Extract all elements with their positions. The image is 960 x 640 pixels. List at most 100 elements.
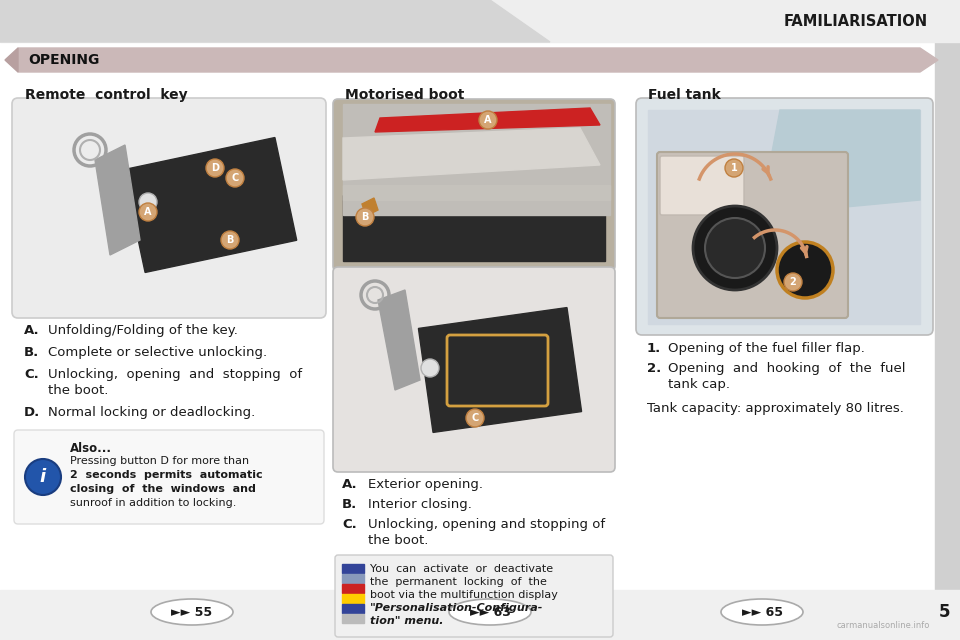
FancyBboxPatch shape xyxy=(335,555,613,637)
Text: 2  seconds  permits  automatic: 2 seconds permits automatic xyxy=(70,470,263,480)
Text: Also...: Also... xyxy=(70,442,112,455)
Polygon shape xyxy=(123,138,297,273)
Text: Complete or selective unlocking.: Complete or selective unlocking. xyxy=(48,346,267,359)
Text: ►► 65: ►► 65 xyxy=(741,605,782,618)
Text: Tank capacity: approximately 80 litres.: Tank capacity: approximately 80 litres. xyxy=(647,402,904,415)
Text: Remote  control  key: Remote control key xyxy=(25,88,187,102)
Text: Opening of the fuel filler flap.: Opening of the fuel filler flap. xyxy=(668,342,865,355)
Circle shape xyxy=(479,111,497,129)
Polygon shape xyxy=(419,308,582,433)
Polygon shape xyxy=(0,0,550,42)
FancyBboxPatch shape xyxy=(660,156,744,215)
Text: FAMILIARISATION: FAMILIARISATION xyxy=(784,13,928,29)
Circle shape xyxy=(784,273,802,291)
Polygon shape xyxy=(648,110,920,324)
Text: Exterior opening.: Exterior opening. xyxy=(368,478,483,491)
Polygon shape xyxy=(362,198,378,216)
Text: C: C xyxy=(231,173,239,183)
Text: "Personalisation-Configura-: "Personalisation-Configura- xyxy=(370,603,543,613)
Text: D.: D. xyxy=(24,406,40,419)
Text: B: B xyxy=(227,235,233,245)
Text: C.: C. xyxy=(342,518,357,531)
Bar xyxy=(342,564,364,573)
Text: the  permanent  locking  of  the: the permanent locking of the xyxy=(370,577,547,587)
Text: Unlocking, opening and stopping of: Unlocking, opening and stopping of xyxy=(368,518,605,531)
Text: C.: C. xyxy=(24,368,38,381)
Text: carmanualsonline.info: carmanualsonline.info xyxy=(836,621,930,630)
Text: Pressing button D for more than: Pressing button D for more than xyxy=(70,456,250,466)
Text: You  can  activate  or  deactivate: You can activate or deactivate xyxy=(370,564,553,574)
Text: 1.: 1. xyxy=(647,342,661,355)
Text: 2.: 2. xyxy=(647,362,661,375)
Circle shape xyxy=(356,208,374,226)
Text: A.: A. xyxy=(24,324,39,337)
Text: Unfolding/Folding of the key.: Unfolding/Folding of the key. xyxy=(48,324,238,337)
Bar xyxy=(935,0,960,640)
Polygon shape xyxy=(95,145,140,255)
Bar xyxy=(342,584,364,593)
FancyBboxPatch shape xyxy=(636,98,933,335)
Text: closing  of  the  windows  and: closing of the windows and xyxy=(70,484,256,494)
Text: D: D xyxy=(211,163,219,173)
Text: B.: B. xyxy=(24,346,39,359)
FancyBboxPatch shape xyxy=(333,99,615,271)
Circle shape xyxy=(139,203,157,221)
Text: Opening  and  hooking  of  the  fuel: Opening and hooking of the fuel xyxy=(668,362,905,375)
Text: tank cap.: tank cap. xyxy=(668,378,730,391)
Circle shape xyxy=(693,206,777,290)
Polygon shape xyxy=(378,290,420,390)
Circle shape xyxy=(777,242,833,298)
Text: tion" menu.: tion" menu. xyxy=(370,616,444,626)
Text: 2: 2 xyxy=(790,277,797,287)
Text: the boot.: the boot. xyxy=(48,384,108,397)
Text: OPENING: OPENING xyxy=(28,53,100,67)
Text: ►► 55: ►► 55 xyxy=(172,605,212,618)
Circle shape xyxy=(226,169,244,187)
Bar xyxy=(342,594,364,603)
Text: 5: 5 xyxy=(938,603,949,621)
Text: boot via the multifunction display: boot via the multifunction display xyxy=(370,590,558,600)
Text: C: C xyxy=(471,413,479,423)
FancyBboxPatch shape xyxy=(14,430,324,524)
Text: B: B xyxy=(361,212,369,222)
FancyBboxPatch shape xyxy=(333,267,615,472)
Text: 1: 1 xyxy=(731,163,737,173)
Text: Interior closing.: Interior closing. xyxy=(368,498,472,511)
Polygon shape xyxy=(18,48,938,72)
Polygon shape xyxy=(375,108,600,132)
Polygon shape xyxy=(5,48,18,72)
Text: A: A xyxy=(144,207,152,217)
Polygon shape xyxy=(343,128,600,180)
Polygon shape xyxy=(343,185,610,200)
FancyBboxPatch shape xyxy=(12,98,326,318)
Circle shape xyxy=(421,359,439,377)
Text: Unlocking,  opening  and  stopping  of: Unlocking, opening and stopping of xyxy=(48,368,302,381)
Circle shape xyxy=(705,218,765,278)
Text: ►► 63: ►► 63 xyxy=(469,605,511,618)
Bar xyxy=(342,614,364,623)
FancyBboxPatch shape xyxy=(657,152,848,318)
Text: A.: A. xyxy=(342,478,358,491)
Bar xyxy=(343,195,605,261)
Circle shape xyxy=(466,409,484,427)
Text: the boot.: the boot. xyxy=(368,534,428,547)
Ellipse shape xyxy=(449,599,531,625)
Ellipse shape xyxy=(721,599,803,625)
Bar xyxy=(342,574,364,583)
Circle shape xyxy=(221,231,239,249)
Text: i: i xyxy=(40,468,46,486)
Text: A: A xyxy=(484,115,492,125)
Circle shape xyxy=(25,459,61,495)
Text: Motorised boot: Motorised boot xyxy=(345,88,465,102)
Text: Normal locking or deadlocking.: Normal locking or deadlocking. xyxy=(48,406,255,419)
Circle shape xyxy=(725,159,743,177)
Circle shape xyxy=(206,159,224,177)
Polygon shape xyxy=(760,110,920,215)
Bar xyxy=(0,0,960,42)
Text: Fuel tank: Fuel tank xyxy=(648,88,721,102)
Bar xyxy=(342,604,364,613)
Text: sunroof in addition to locking.: sunroof in addition to locking. xyxy=(70,498,236,508)
Bar xyxy=(0,590,960,640)
Polygon shape xyxy=(343,104,610,215)
Ellipse shape xyxy=(151,599,233,625)
